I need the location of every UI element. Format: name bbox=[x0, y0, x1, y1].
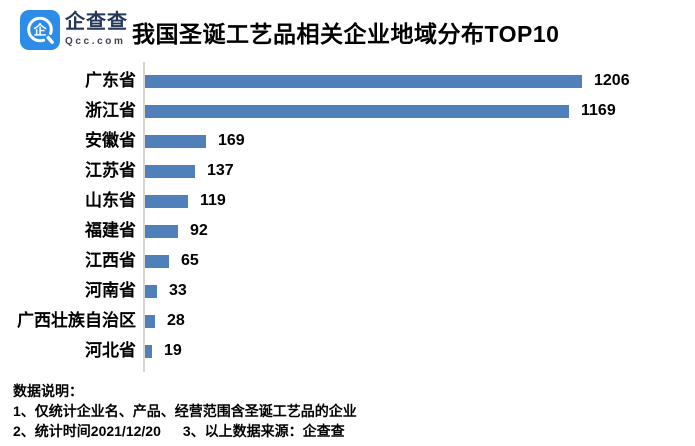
footer-line-3: 2、统计时间2021/12/20 3、以上数据来源：企查查 bbox=[13, 421, 357, 441]
chart-row: 河南省 33 bbox=[0, 276, 695, 306]
category-label: 河北省 bbox=[85, 341, 136, 360]
value-label: 92 bbox=[190, 222, 208, 239]
chart-row: 安徽省 169 bbox=[0, 126, 695, 156]
value-label: 19 bbox=[164, 342, 182, 359]
category-label: 安徽省 bbox=[85, 131, 136, 150]
category-label: 山东省 bbox=[85, 191, 136, 210]
bar bbox=[145, 344, 152, 358]
chart-row: 福建省 92 bbox=[0, 216, 695, 246]
bar bbox=[145, 134, 206, 148]
category-label: 江苏省 bbox=[85, 161, 136, 180]
footer-notes: 数据说明： 1、仅统计企业名、产品、经营范围含圣诞工艺品的企业 2、统计时间20… bbox=[13, 381, 357, 441]
value-label: 169 bbox=[218, 132, 245, 149]
chart-row: 广西壮族自治区 28 bbox=[0, 306, 695, 336]
y-axis-line bbox=[143, 62, 145, 372]
category-label: 福建省 bbox=[85, 221, 136, 240]
value-label: 1169 bbox=[581, 102, 616, 119]
category-label: 广东省 bbox=[85, 71, 136, 90]
brand-text: 企查查 Qcc.com bbox=[65, 10, 128, 47]
bar bbox=[145, 164, 195, 178]
footer-heading: 数据说明： bbox=[13, 383, 83, 399]
chart-row: 江西省 65 bbox=[0, 246, 695, 276]
bar bbox=[145, 104, 569, 118]
svg-text:企: 企 bbox=[32, 23, 47, 38]
chart-rows: 广东省 1206 浙江省 1169 安徽省 169 江苏省 137 山东省 119 福建省 92 江西省… bbox=[0, 66, 695, 366]
bar bbox=[145, 74, 582, 88]
value-label: 65 bbox=[181, 252, 199, 269]
bar bbox=[145, 254, 169, 268]
bar bbox=[145, 284, 157, 298]
bar-chart: 广东省 1206 浙江省 1169 安徽省 169 江苏省 137 山东省 119 福建省 92 江西省… bbox=[0, 62, 695, 372]
value-label: 1206 bbox=[594, 72, 630, 89]
qcc-logo-icon: 企 bbox=[20, 10, 60, 50]
chart-row: 河北省 19 bbox=[0, 336, 695, 366]
value-label: 33 bbox=[169, 282, 187, 299]
bar bbox=[145, 314, 155, 328]
bar bbox=[145, 194, 188, 208]
header: 企 企查查 Qcc.com bbox=[20, 10, 128, 50]
footer-note-1: 1、仅统计企业名、产品、经营范围含圣诞工艺品的企业 bbox=[13, 403, 357, 419]
category-label: 河南省 bbox=[85, 281, 136, 300]
chart-row: 山东省 119 bbox=[0, 186, 695, 216]
chart-row: 浙江省 1169 bbox=[0, 96, 695, 126]
category-label: 浙江省 bbox=[85, 101, 136, 120]
value-label: 28 bbox=[167, 312, 185, 329]
value-label: 119 bbox=[200, 192, 226, 209]
chart-row: 广东省 1206 bbox=[0, 66, 695, 96]
footer-note-2: 2、统计时间2021/12/20 bbox=[13, 423, 161, 439]
value-label: 137 bbox=[207, 162, 234, 179]
footer-note-3: 3、以上数据来源：企查查 bbox=[182, 423, 345, 439]
brand-domain: Qcc.com bbox=[65, 36, 126, 47]
brand-name: 企查查 bbox=[65, 11, 128, 33]
category-label: 广西壮族自治区 bbox=[17, 311, 136, 330]
category-label: 江西省 bbox=[85, 251, 136, 270]
chart-row: 江苏省 137 bbox=[0, 156, 695, 186]
page-title: 我国圣诞工艺品相关企业地域分布TOP10 bbox=[132, 21, 560, 47]
bar bbox=[145, 224, 178, 238]
